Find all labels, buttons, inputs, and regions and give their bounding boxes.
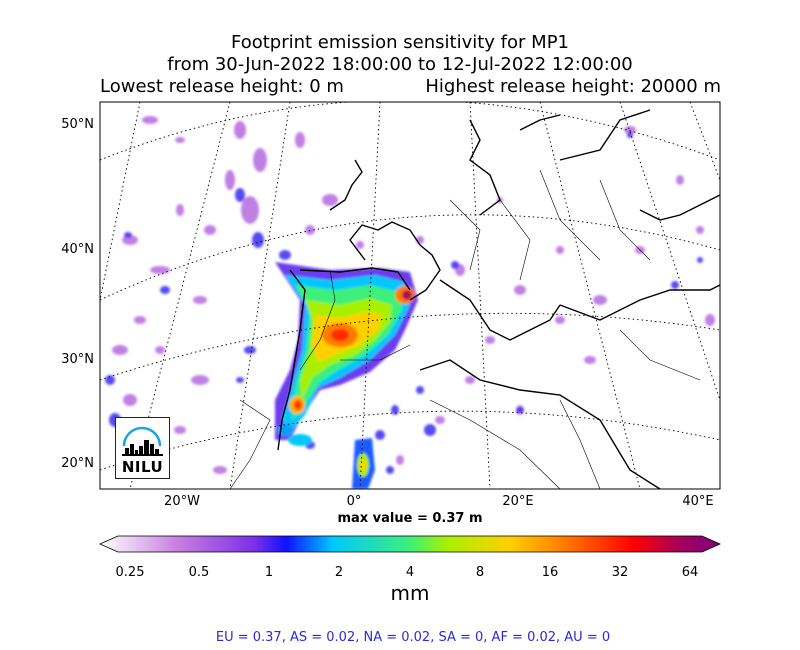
lon-label-20w: 20°W [164,494,200,509]
lat-label-50n: 50°N [61,117,94,132]
max-value-label: max value = 0.37 m [337,511,483,526]
colorbar-tick: 64 [681,565,699,580]
lat-label-40n: 40°N [61,242,94,257]
borders [229,169,701,489]
title-line-1: Footprint emission sensitivity for MP1 [230,32,569,53]
lat-label-30n: 30°N [61,352,94,367]
colorbar-tick: 0.5 [188,565,210,580]
colorbar-tick: 32 [611,565,629,580]
colorbar-unit: mm [390,581,430,605]
colorbar-tick: 4 [405,565,415,580]
lon-label-0: 0° [346,494,362,509]
lat-label-20n: 20°N [61,456,94,471]
nilu-logo-icon [122,426,163,456]
lon-label-40e: 40°E [682,494,714,509]
lowest-release-height: Lowest release height: 0 m [100,76,344,97]
colorbar-tick: 2 [334,565,344,580]
nilu-logo-text: NILU [121,458,164,476]
colorbar [99,535,721,553]
colorbar-tick: 0.25 [115,565,145,580]
colorbar-tick: 16 [541,565,559,580]
colorbar-tick: 1 [264,565,274,580]
region-totals: EU = 0.37, AS = 0.02, NA = 0.02, SA = 0,… [215,630,611,645]
title-line-2: from 30-Jun-2022 18:00:00 to 12-Jul-2022… [167,54,633,75]
map-frame [99,101,721,490]
coastlines [277,109,720,489]
highest-release-height: Highest release height: 20000 m [425,76,721,97]
nilu-logo: NILU [115,417,170,479]
map-plot [100,102,720,489]
colorbar-tick: 8 [475,565,485,580]
lon-label-20e: 20°E [502,494,534,509]
